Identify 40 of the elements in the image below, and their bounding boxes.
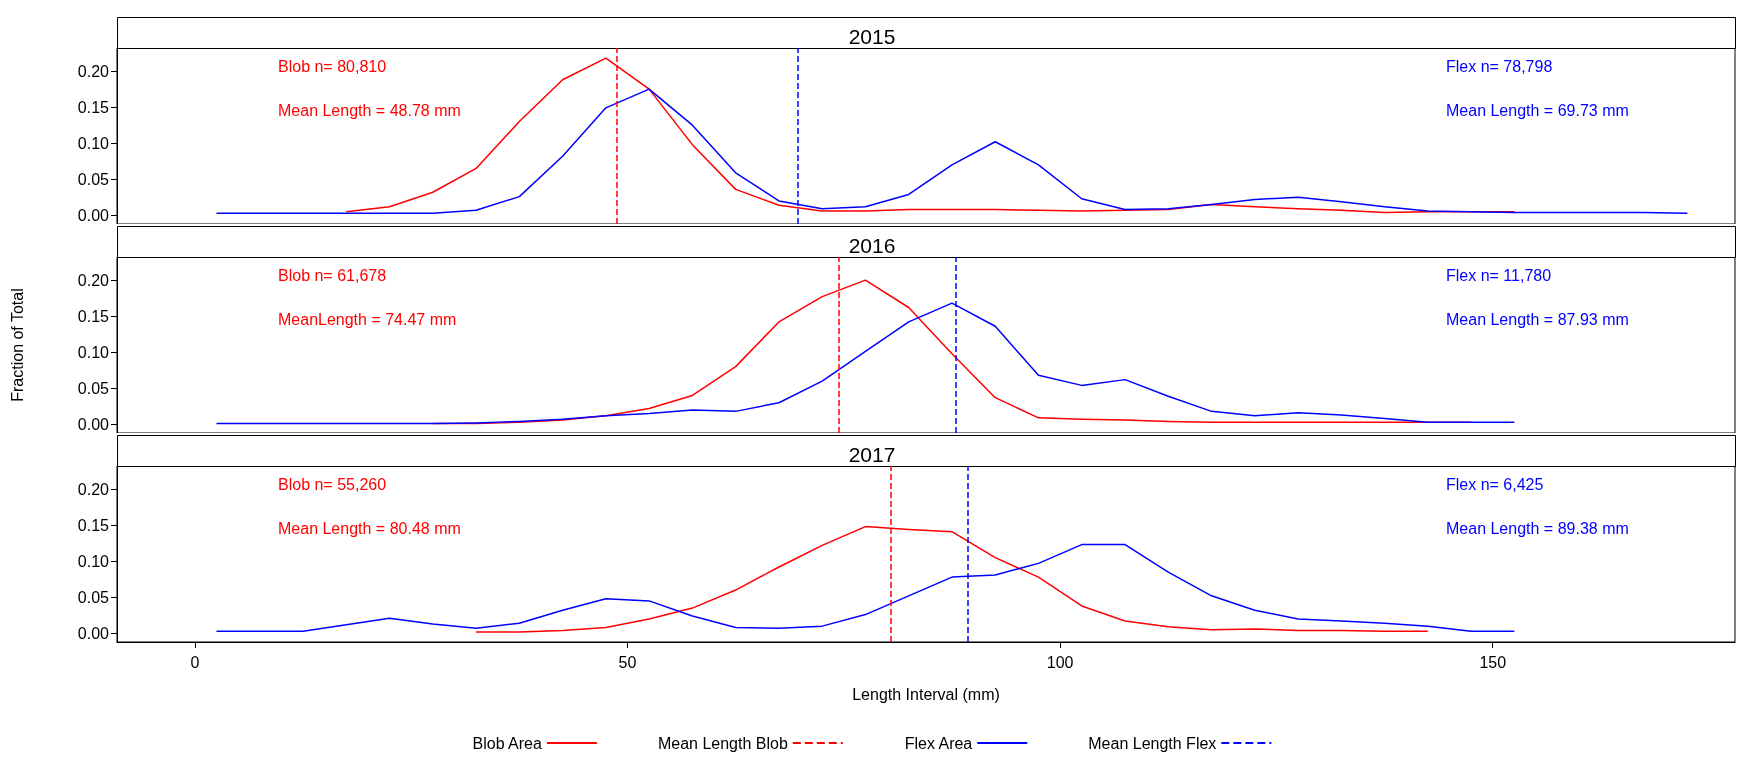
annotation: Mean Length = 87.93 mm — [1446, 310, 1629, 328]
legend-label: Blob Area — [472, 734, 543, 752]
legend-label: Mean Length Blob — [657, 734, 788, 752]
y-tick-label: 0.15 — [77, 516, 110, 534]
y-tick-label: 0.15 — [77, 98, 110, 116]
y-tick-label: 0.00 — [77, 624, 110, 642]
annotation: Mean Length = 80.48 mm — [278, 519, 461, 537]
annotation: MeanLength = 74.47 mm — [278, 310, 457, 328]
x-tick-label: 0 — [190, 653, 200, 671]
y-tick-label: 0.10 — [77, 134, 110, 152]
x-axis-title: Length Interval (mm) — [852, 685, 1000, 703]
annotation: Blob n= 80,810 — [278, 57, 387, 75]
y-tick-label: 0.10 — [77, 343, 110, 361]
y-tick-label: 0.20 — [77, 480, 110, 498]
y-tick-label: 0.05 — [77, 588, 110, 606]
annotation: Flex n= 11,780 — [1446, 266, 1552, 284]
y-tick-label: 0.20 — [77, 62, 110, 80]
annotation: Blob n= 55,260 — [278, 475, 387, 493]
chart-title: 2015 — [848, 25, 896, 48]
y-tick-label: 0.05 — [77, 170, 110, 188]
annotation: Mean Length = 69.73 mm — [1446, 101, 1629, 119]
y-axis-title: Fraction of Total — [8, 288, 26, 402]
annotation: Flex n= 78,798 — [1446, 57, 1553, 75]
y-tick-label: 0.00 — [77, 206, 110, 224]
x-tick-label: 50 — [618, 653, 637, 671]
chart-title: 2016 — [848, 234, 896, 257]
y-tick-label: 0.20 — [77, 271, 110, 289]
y-tick-label: 0.05 — [77, 379, 110, 397]
legend-label: Mean Length Flex — [1088, 734, 1217, 752]
annotation: Flex n= 6,425 — [1446, 475, 1544, 493]
y-tick-label: 0.15 — [77, 307, 110, 325]
x-tick-label: 150 — [1479, 653, 1507, 671]
y-tick-label: 0.00 — [77, 415, 110, 433]
y-tick-label: 0.10 — [77, 552, 110, 570]
chart-title: 2017 — [848, 443, 896, 466]
x-tick-label: 100 — [1046, 653, 1074, 671]
legend-label: Flex Area — [904, 734, 973, 752]
annotation: Mean Length = 89.38 mm — [1446, 519, 1629, 537]
annotation: Blob n= 61,678 — [278, 266, 387, 284]
annotation: Mean Length = 48.78 mm — [278, 101, 461, 119]
